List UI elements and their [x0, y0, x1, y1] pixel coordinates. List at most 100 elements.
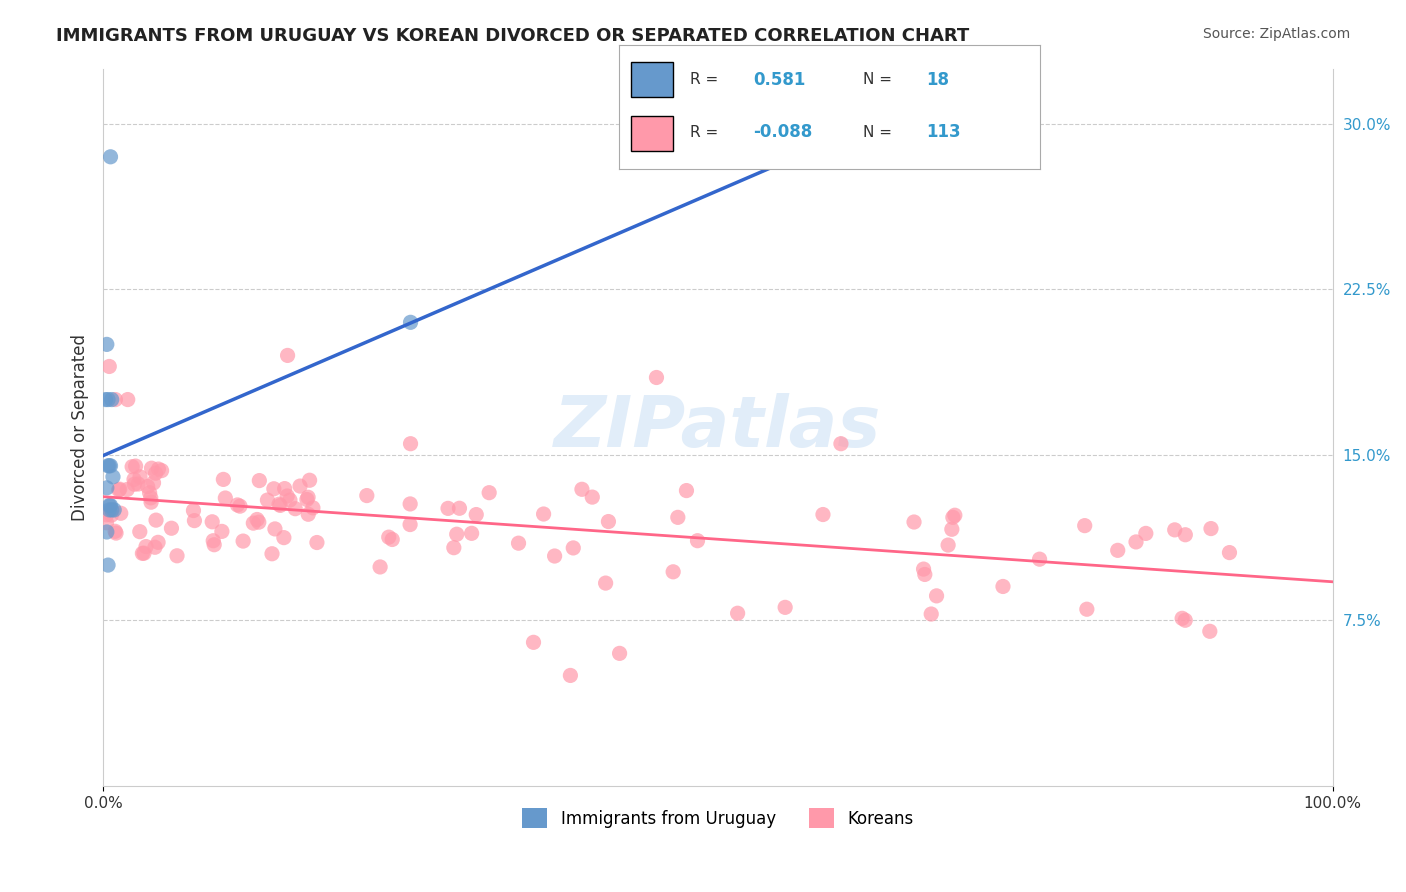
- Koreans: [581, 490, 603, 504]
- Koreans: [108, 482, 131, 496]
- Koreans: [124, 477, 146, 491]
- Koreans: [129, 470, 152, 484]
- FancyBboxPatch shape: [631, 116, 673, 151]
- Koreans: [645, 370, 668, 384]
- Koreans: [686, 533, 709, 548]
- Koreans: [302, 500, 325, 515]
- Koreans: [105, 526, 128, 541]
- Text: 18: 18: [927, 70, 949, 88]
- Koreans: [150, 464, 173, 478]
- Koreans: [142, 475, 165, 490]
- Koreans: [122, 472, 145, 486]
- Koreans: [260, 547, 283, 561]
- Koreans: [508, 536, 530, 550]
- Koreans: [399, 436, 422, 450]
- Immigrants from Uruguay: [96, 337, 118, 351]
- Koreans: [356, 489, 378, 503]
- Koreans: [263, 482, 285, 496]
- Koreans: [269, 499, 291, 513]
- Koreans: [368, 560, 391, 574]
- Koreans: [232, 534, 254, 549]
- Koreans: [914, 567, 936, 582]
- Koreans: [202, 533, 225, 548]
- Koreans: [609, 646, 631, 660]
- Text: 113: 113: [927, 123, 962, 141]
- Koreans: [460, 526, 482, 541]
- Koreans: [1135, 526, 1157, 541]
- Koreans: [295, 492, 318, 507]
- Koreans: [288, 479, 311, 493]
- Koreans: [443, 541, 465, 555]
- Text: 0.581: 0.581: [754, 70, 806, 88]
- Koreans: [437, 501, 460, 516]
- Koreans: [121, 459, 143, 474]
- Text: R =: R =: [690, 72, 724, 87]
- Koreans: [571, 483, 593, 497]
- Koreans: [104, 524, 127, 539]
- Immigrants from Uruguay: [98, 503, 121, 517]
- Koreans: [104, 392, 127, 407]
- Koreans: [675, 483, 697, 498]
- Koreans: [211, 524, 233, 539]
- Koreans: [110, 506, 132, 520]
- Koreans: [522, 635, 544, 649]
- Koreans: [117, 392, 139, 407]
- Koreans: [1125, 535, 1147, 549]
- Koreans: [115, 483, 138, 497]
- Koreans: [1076, 602, 1098, 616]
- FancyBboxPatch shape: [631, 62, 673, 97]
- Koreans: [139, 491, 162, 505]
- Koreans: [273, 531, 295, 545]
- Koreans: [138, 485, 160, 500]
- Koreans: [377, 530, 399, 544]
- Koreans: [941, 522, 963, 536]
- Koreans: [183, 514, 205, 528]
- Text: -0.088: -0.088: [754, 123, 813, 141]
- Koreans: [1073, 518, 1095, 533]
- Koreans: [297, 508, 319, 522]
- Koreans: [446, 527, 468, 541]
- Koreans: [811, 508, 834, 522]
- Legend: Immigrants from Uruguay, Koreans: Immigrants from Uruguay, Koreans: [516, 801, 921, 835]
- Koreans: [912, 562, 935, 576]
- Immigrants from Uruguay: [96, 524, 118, 539]
- Koreans: [148, 462, 170, 476]
- Koreans: [1028, 552, 1050, 566]
- Koreans: [132, 546, 155, 560]
- Koreans: [145, 513, 167, 527]
- Koreans: [136, 479, 159, 493]
- Koreans: [277, 348, 299, 362]
- Koreans: [141, 461, 163, 475]
- Koreans: [256, 493, 278, 508]
- Koreans: [247, 515, 270, 529]
- Immigrants from Uruguay: [96, 481, 118, 495]
- Koreans: [214, 491, 236, 505]
- Koreans: [284, 501, 307, 516]
- Koreans: [276, 489, 298, 503]
- Koreans: [1199, 522, 1222, 536]
- Text: ZIPatlas: ZIPatlas: [554, 392, 882, 462]
- Koreans: [131, 546, 153, 560]
- Koreans: [399, 497, 422, 511]
- Koreans: [903, 515, 925, 529]
- Koreans: [139, 495, 162, 509]
- Koreans: [124, 459, 146, 474]
- Koreans: [449, 501, 471, 516]
- Koreans: [246, 512, 269, 526]
- Y-axis label: Divorced or Separated: Divorced or Separated: [72, 334, 89, 521]
- Koreans: [399, 517, 422, 532]
- Koreans: [727, 606, 749, 620]
- Koreans: [242, 516, 264, 530]
- Koreans: [662, 565, 685, 579]
- Koreans: [96, 508, 118, 522]
- Koreans: [229, 499, 252, 513]
- Koreans: [381, 533, 404, 547]
- Immigrants from Uruguay: [97, 458, 120, 473]
- Koreans: [773, 600, 796, 615]
- Koreans: [264, 522, 287, 536]
- Text: R =: R =: [690, 125, 724, 139]
- Koreans: [267, 497, 290, 511]
- Koreans: [666, 510, 689, 524]
- Immigrants from Uruguay: [101, 470, 124, 484]
- Koreans: [925, 589, 948, 603]
